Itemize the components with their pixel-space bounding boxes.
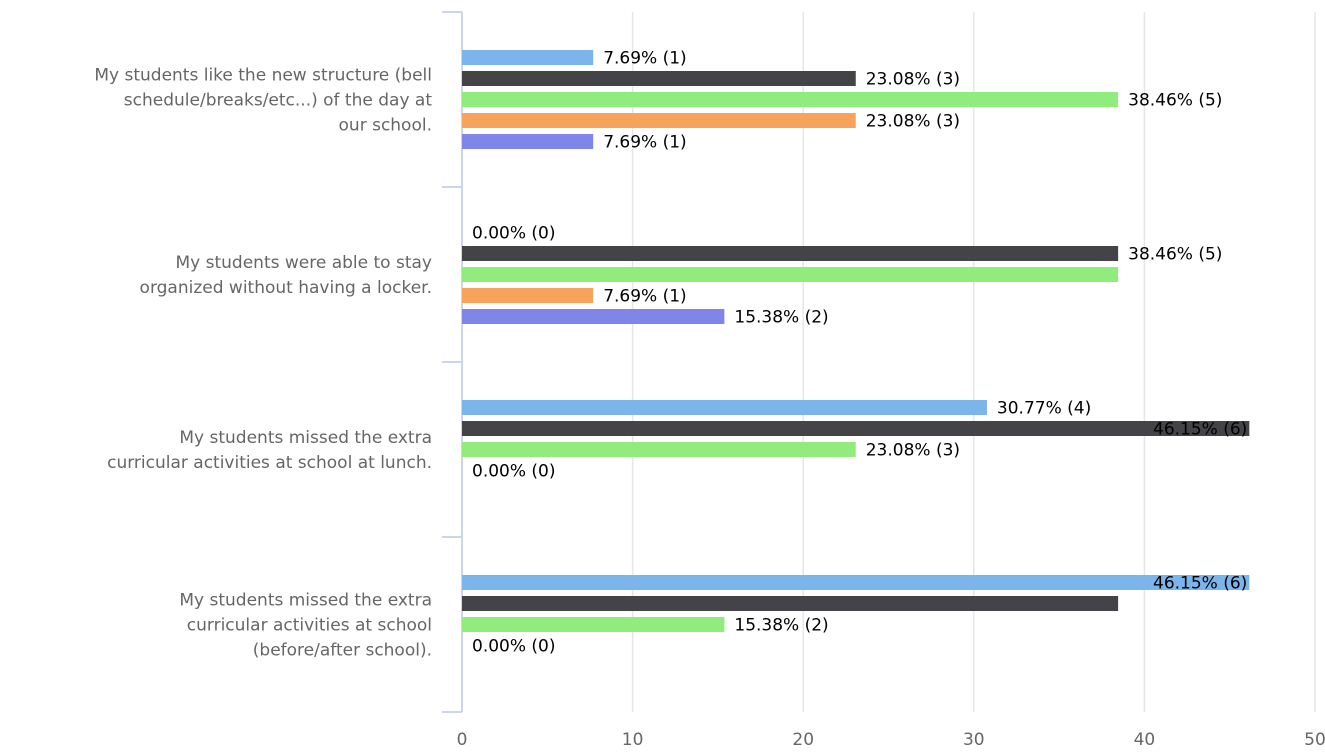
category-label: (before/after school). [253,641,432,661]
data-label: 15.38% (2) [734,308,828,328]
bars [462,50,1250,632]
x-tick-label: 50 [1304,730,1325,750]
data-label: 30.77% (4) [997,399,1091,419]
bar [462,617,725,632]
category-label: curricular activities at school at lunch… [107,453,432,473]
data-label: 23.08% (3) [866,70,960,90]
category-label: My students like the new structure (bell [94,66,432,86]
data-label: 46.15% (6) [1153,420,1247,440]
data-label: 0.00% (0) [472,637,556,657]
bar [462,267,1119,282]
category-labels: My students like the new structure (bell… [94,66,432,661]
data-label: 0.00% (0) [472,462,556,482]
data-labels: 7.69% (1) 23.08% (3) 38.46% (5) 23.08% (3) 7… [472,49,1247,657]
bar [462,92,1119,107]
bar [462,50,594,65]
bar [462,596,1119,611]
grid-lines [631,12,1316,712]
category-axis [442,11,463,713]
category-label: My students were able to stay [176,253,433,273]
bar [462,134,594,149]
bar [462,246,1119,261]
x-tick-label: 30 [963,730,985,750]
data-label: 23.08% (3) [866,112,960,132]
bar [462,113,856,128]
x-tick-label: 0 [457,730,468,750]
data-label: 46.15% (6) [1153,574,1247,594]
data-label: 7.69% (1) [603,133,687,153]
bar [462,288,594,303]
bar [462,71,856,86]
x-tick-label: 40 [1134,730,1156,750]
bar [462,442,856,457]
x-tick-label: 20 [792,730,814,750]
bar [462,421,1250,436]
category-label: schedule/breaks/etc...) of the day at [124,91,433,111]
bar [462,400,987,415]
category-label: our school. [339,116,432,136]
data-label: 38.46% (5) [1128,91,1222,111]
data-label: 38.46% (5) [1128,245,1222,265]
bar [462,309,725,324]
category-label: curricular activities at school [187,616,432,636]
category-label: organized without having a locker. [140,278,432,298]
data-label: 7.69% (1) [603,287,687,307]
x-axis-tick-labels: 0 10 20 30 40 50 [457,730,1325,750]
data-label: 15.38% (2) [734,616,828,636]
category-label: My students missed the extra [179,591,432,611]
data-label: 0.00% (0) [472,224,556,244]
x-tick-label: 10 [622,730,644,750]
bar [462,575,1250,590]
data-label: 23.08% (3) [866,441,960,461]
data-label: 7.69% (1) [603,49,687,69]
category-label: My students missed the extra [179,428,432,448]
